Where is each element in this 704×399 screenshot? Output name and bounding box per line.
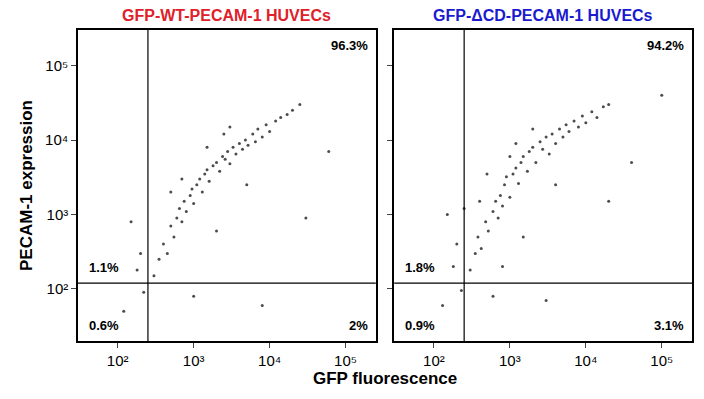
svg-text:1.1%: 1.1%	[89, 260, 119, 275]
svg-text:10³: 10³	[499, 352, 521, 369]
svg-text:GFP-ΔCD-PECAM-1 HUVECs: GFP-ΔCD-PECAM-1 HUVECs	[433, 7, 653, 24]
svg-text:10³: 10³	[47, 206, 69, 223]
svg-text:PECAM-1 expression: PECAM-1 expression	[17, 100, 36, 271]
svg-text:10²: 10²	[423, 352, 445, 369]
svg-text:10³: 10³	[183, 352, 205, 369]
svg-text:10⁴: 10⁴	[574, 352, 597, 369]
svg-text:GFP fluorescence: GFP fluorescence	[313, 369, 457, 388]
svg-text:2%: 2%	[349, 318, 368, 333]
svg-text:94.2%: 94.2%	[647, 38, 684, 53]
svg-text:10⁴: 10⁴	[45, 131, 68, 148]
svg-text:10⁴: 10⁴	[258, 352, 281, 369]
svg-text:10⁵: 10⁵	[45, 57, 68, 74]
svg-text:10⁵: 10⁵	[334, 352, 357, 369]
svg-text:10⁵: 10⁵	[650, 352, 673, 369]
svg-text:10²: 10²	[107, 352, 129, 369]
svg-text:10²: 10²	[47, 280, 69, 297]
svg-text:3.1%: 3.1%	[654, 318, 684, 333]
svg-text:96.3%: 96.3%	[331, 38, 368, 53]
svg-text:0.6%: 0.6%	[89, 318, 119, 333]
svg-text:1.8%: 1.8%	[405, 260, 435, 275]
svg-text:GFP-WT-PECAM-1 HUVECs: GFP-WT-PECAM-1 HUVECs	[122, 7, 331, 24]
svg-text:0.9%: 0.9%	[405, 318, 435, 333]
